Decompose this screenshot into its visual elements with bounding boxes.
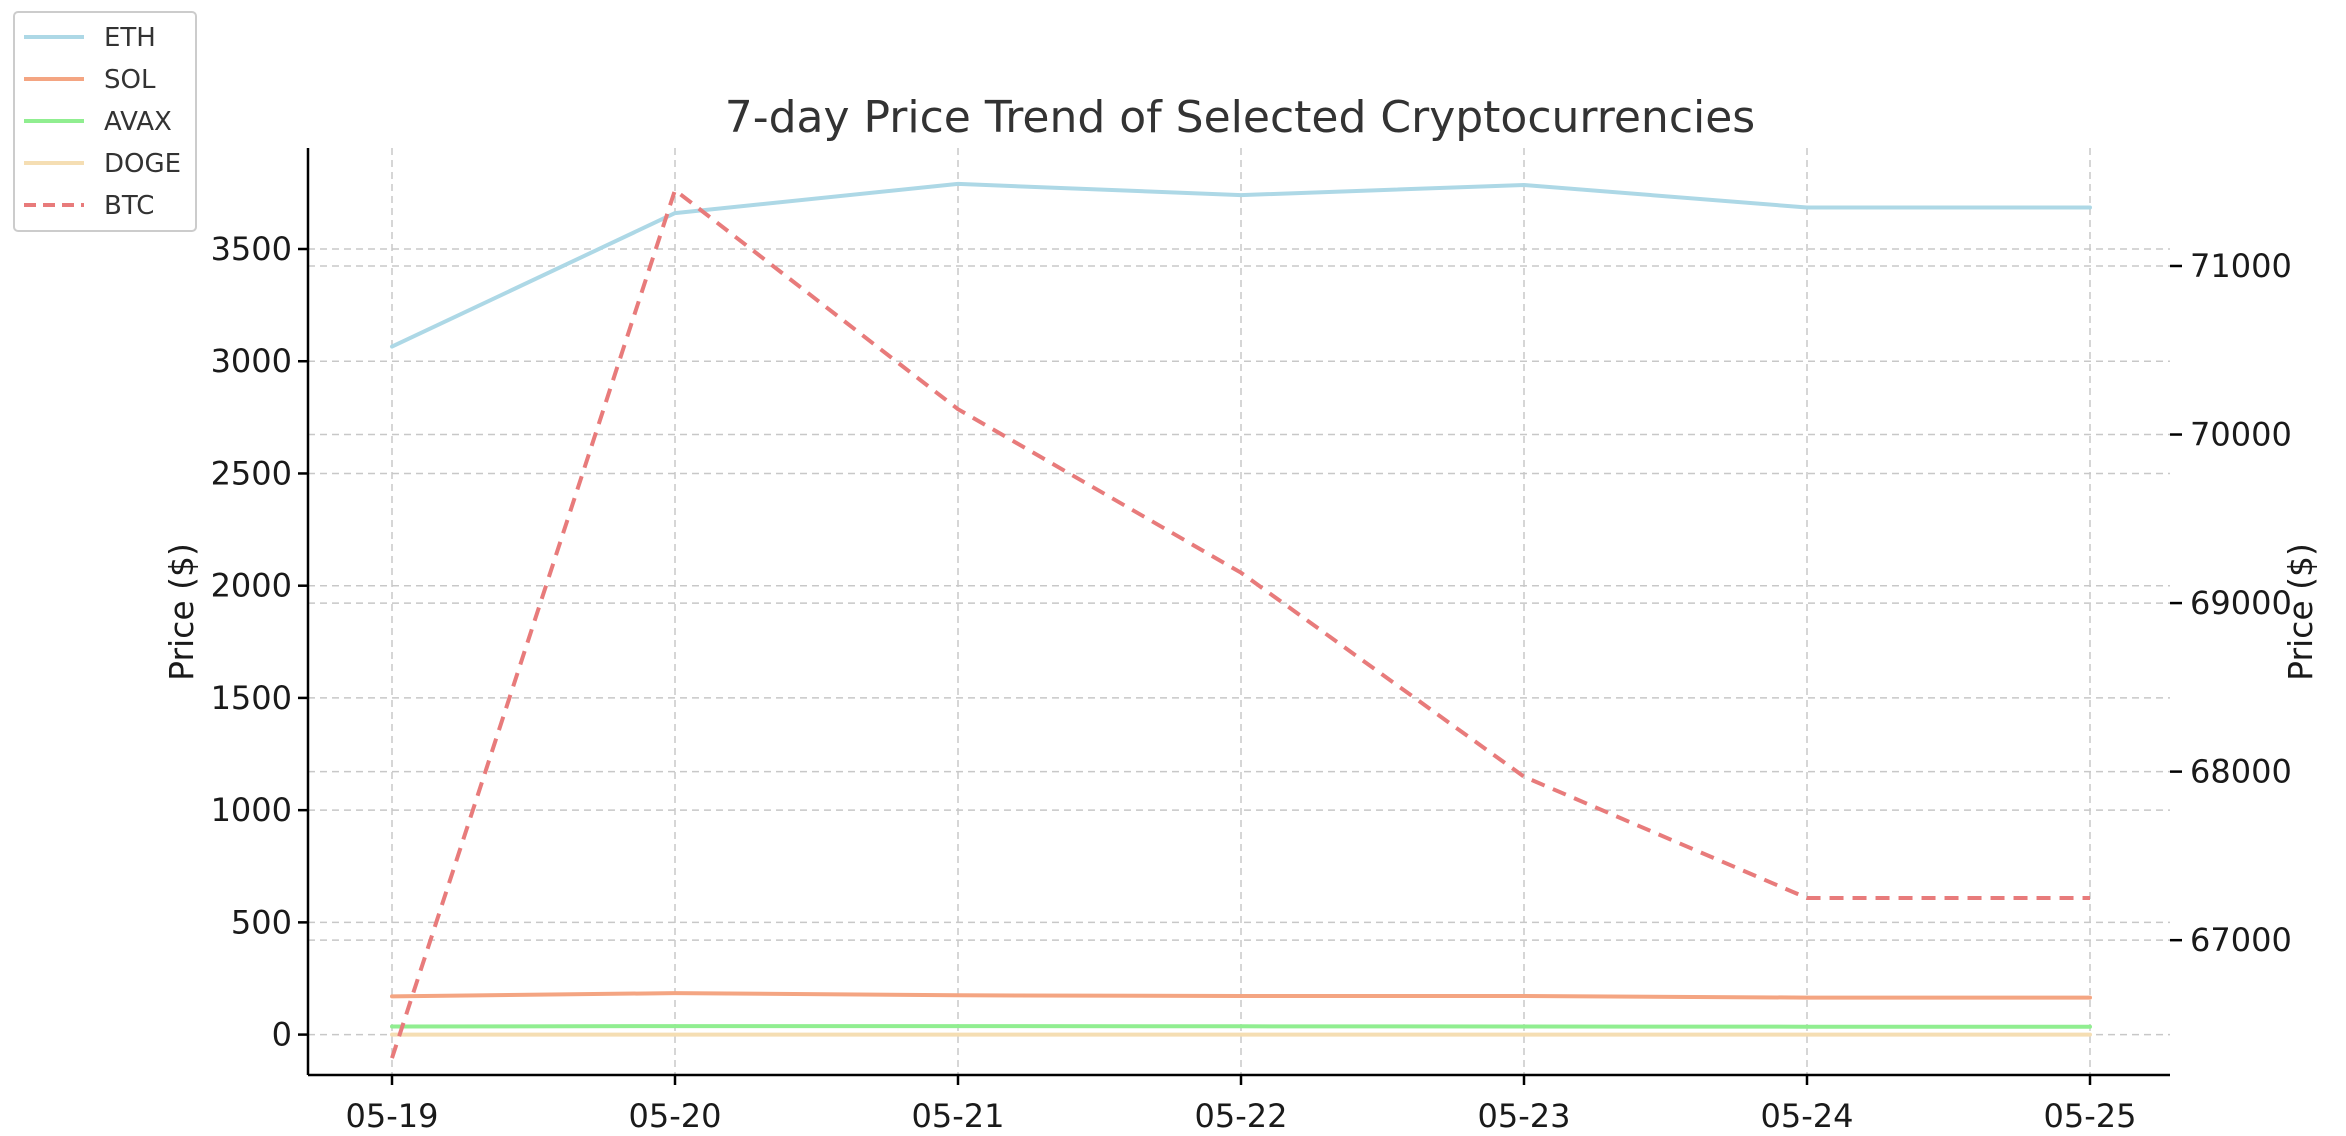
y-axis-label-left: Price ($) — [162, 543, 201, 681]
legend: ETH SOL AVAX DOGE BTC — [13, 11, 197, 232]
y-tick-label-right: 67000 — [2190, 921, 2292, 959]
x-tick-label: 05-22 — [1195, 1097, 1288, 1135]
chart-title: 7-day Price Trend of Selected Cryptocurr… — [725, 92, 1755, 143]
x-tick-label: 05-20 — [629, 1097, 722, 1135]
series-line-btc — [390, 188, 2090, 1059]
y-tick-label-left: 3500 — [211, 230, 292, 268]
y-tick-label-right: 70000 — [2190, 416, 2292, 454]
legend-label-btc: BTC — [104, 191, 154, 221]
series-line-sol — [390, 991, 2092, 1000]
y-tick-label-right: 68000 — [2190, 753, 2292, 791]
legend-label-eth: ETH — [104, 23, 156, 53]
y-tick-label-left: 2500 — [211, 454, 292, 492]
series-lines — [390, 181, 2092, 1059]
y-tick-label-left: 1500 — [211, 679, 292, 717]
y-tick-label-left: 2000 — [211, 567, 292, 605]
legend-label-avax: AVAX — [104, 107, 172, 137]
x-tick-label: 05-19 — [346, 1097, 439, 1135]
series-line-eth — [390, 181, 2092, 349]
x-tick-label: 05-23 — [1478, 1097, 1571, 1135]
y-tick-label-left: 1000 — [211, 791, 292, 829]
y-axis-label-right: Price ($) — [2281, 543, 2320, 681]
x-tick-label: 05-25 — [2044, 1097, 2137, 1135]
legend-box — [13, 11, 197, 232]
y-tick-label-left: 3000 — [211, 342, 292, 380]
grid — [308, 148, 2170, 1075]
y-tick-label-left: 500 — [231, 903, 292, 941]
y-tick-label-right: 71000 — [2190, 247, 2292, 285]
axes: 05-19 05-20 05-21 05-22 05-23 05-24 05-25 0 500 1… — [211, 148, 2292, 1135]
x-tick-label: 05-21 — [912, 1097, 1005, 1135]
y-tick-label-left: 0 — [272, 1016, 292, 1054]
legend-label-sol: SOL — [104, 65, 156, 95]
x-tick-label: 05-24 — [1761, 1097, 1854, 1135]
series-line-avax — [390, 1024, 2092, 1029]
legend-label-doge: DOGE — [104, 149, 181, 179]
y-tick-label-right: 69000 — [2190, 584, 2292, 622]
